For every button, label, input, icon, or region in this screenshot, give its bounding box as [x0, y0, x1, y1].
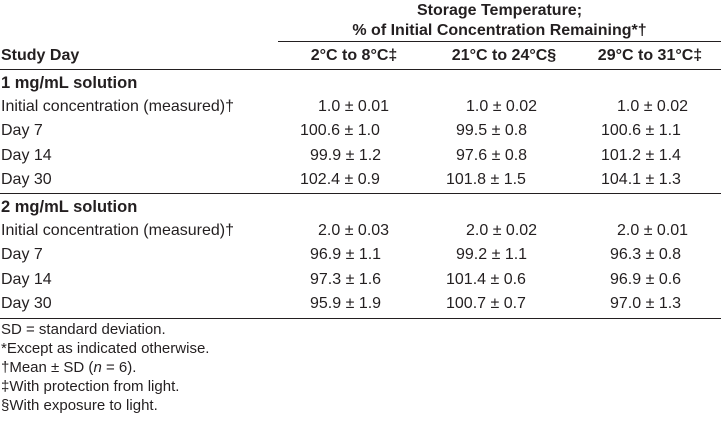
header-rule	[0, 69, 721, 70]
column-header-temp-29-31: 29°C to 31°C‡	[597, 47, 703, 64]
section-title-row: 2 mg/mL solution	[0, 196, 721, 218]
footnote-mean-suffix: = 6).	[101, 359, 137, 376]
value-temp-2-8: 99.9 ± 1.2	[310, 147, 382, 164]
column-header-study-day: Study Day	[1, 47, 80, 64]
row-label: Initial concentration (measured)†	[1, 222, 235, 239]
value-temp-2-8: 2.0 ± 0.03	[318, 222, 390, 239]
row-label: Day 30	[1, 171, 52, 188]
row-label: Day 7	[1, 246, 43, 263]
table-row: Initial concentration (measured)† 2.0 ± …	[0, 220, 721, 242]
table-row: Day 7 96.9 ± 1.1 99.2 ± 1.1 96.3 ± 0.8	[0, 244, 721, 266]
row-label: Day 14	[1, 271, 52, 288]
footnote-mean-n: n	[93, 359, 102, 376]
table-row: Day 14 99.9 ± 1.2 97.6 ± 0.8 101.2 ± 1.4	[0, 145, 721, 167]
value-temp-21-24: 2.0 ± 0.02	[466, 222, 538, 239]
footnote-mean-prefix: †Mean ± SD (	[1, 359, 94, 376]
value-temp-2-8: 100.6 ± 1.0	[300, 122, 380, 139]
value-temp-29-31: 2.0 ± 0.01	[617, 222, 689, 239]
table-row: Day 30 95.9 ± 1.9 100.7 ± 0.7 97.0 ± 1.3	[0, 293, 721, 315]
value-temp-29-31: 1.0 ± 0.02	[617, 98, 689, 115]
value-temp-29-31: 100.6 ± 1.1	[601, 122, 681, 139]
group-header: Storage Temperature; % of Initial Concen…	[278, 1, 721, 41]
value-temp-2-8: 96.9 ± 1.1	[310, 246, 382, 263]
group-header-line2: % of Initial Concentration Remaining*†	[352, 22, 647, 39]
column-header-temp-2-8: 2°C to 8°C‡	[310, 47, 398, 64]
table-row: Day 7 100.6 ± 1.0 99.5 ± 0.8 100.6 ± 1.1	[0, 120, 721, 142]
value-temp-21-24: 1.0 ± 0.02	[466, 98, 538, 115]
section-title: 2 mg/mL solution	[1, 198, 138, 216]
footnote-mean: †Mean ± SD (n = 6).	[1, 358, 209, 377]
value-temp-29-31: 97.0 ± 1.3	[610, 295, 682, 312]
value-temp-29-31: 96.9 ± 0.6	[610, 271, 682, 288]
row-label: Day 30	[1, 295, 52, 312]
footnotes: SD = standard deviation. *Except as indi…	[1, 320, 209, 415]
table-bottom-rule	[0, 318, 721, 319]
footnote-protection: ‡With protection from light.	[1, 378, 180, 395]
row-label: Day 7	[1, 122, 43, 139]
section-rule	[0, 193, 721, 194]
value-temp-29-31: 101.2 ± 1.4	[601, 147, 681, 164]
value-temp-2-8: 102.4 ± 0.9	[300, 171, 380, 188]
value-temp-21-24: 97.6 ± 0.8	[456, 147, 528, 164]
row-label: Initial concentration (measured)†	[1, 98, 235, 115]
value-temp-21-24: 100.7 ± 0.7	[446, 295, 526, 312]
footnote-exposure: §With exposure to light.	[1, 397, 158, 414]
value-temp-29-31: 96.3 ± 0.8	[610, 246, 682, 263]
section-title: 1 mg/mL solution	[1, 74, 138, 92]
row-label: Day 14	[1, 147, 52, 164]
value-temp-2-8: 95.9 ± 1.9	[310, 295, 382, 312]
column-header-temp-21-24: 21°C to 24°C§	[451, 47, 557, 64]
value-temp-21-24: 101.4 ± 0.6	[446, 271, 526, 288]
value-temp-2-8: 97.3 ± 1.6	[310, 271, 382, 288]
value-temp-2-8: 1.0 ± 0.01	[318, 98, 390, 115]
value-temp-21-24: 101.8 ± 1.5	[446, 171, 526, 188]
group-header-line1: Storage Temperature;	[416, 2, 583, 19]
footnote-sd: SD = standard deviation.	[1, 321, 166, 338]
table-row: Day 14 97.3 ± 1.6 101.4 ± 0.6 96.9 ± 0.6	[0, 269, 721, 291]
value-temp-29-31: 104.1 ± 1.3	[601, 171, 681, 188]
footnote-except: *Except as indicated otherwise.	[1, 340, 210, 357]
group-header-rule	[278, 41, 721, 42]
table-row: Day 30 102.4 ± 0.9 101.8 ± 1.5 104.1 ± 1…	[0, 169, 721, 191]
value-temp-21-24: 99.2 ± 1.1	[456, 246, 528, 263]
section-title-row: 1 mg/mL solution	[0, 72, 721, 94]
column-header-row: Study Day 2°C to 8°C‡ 21°C to 24°C§ 29°C…	[0, 46, 721, 66]
value-temp-21-24: 99.5 ± 0.8	[456, 122, 528, 139]
table-row: Initial concentration (measured)† 1.0 ± …	[0, 96, 721, 118]
